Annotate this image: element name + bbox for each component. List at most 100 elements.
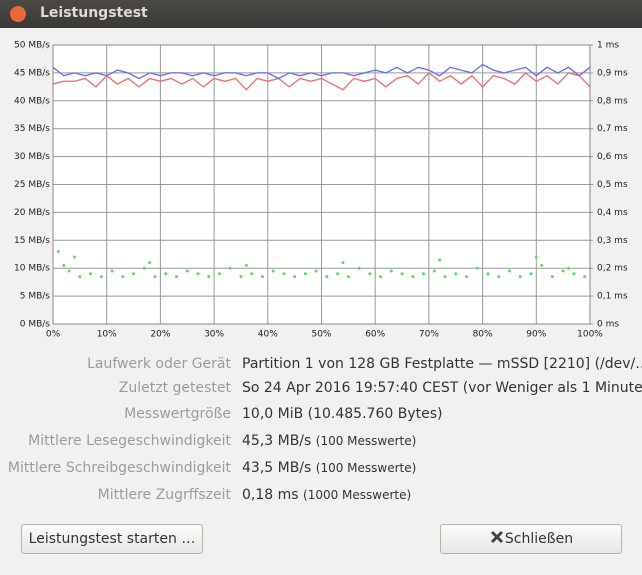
scatter-point [244,263,248,267]
detail-value: Partition 1 von 128 GB Festplatte — mSSD… [242,356,642,372]
chart: 0 MB/s 5 MB/s 10 MB/s 15 MB/s 20 MB/s 25 MB/s… [14,41,628,340]
scatter-point [572,272,576,276]
scatter-point [260,275,264,279]
y2-tick-label: 0,7 ms [597,124,628,134]
detail-label: Mittlere Lesegeschwindigkeit [28,433,231,449]
scatter-point [464,275,468,279]
scatter-point [411,275,415,279]
y-tick-label: 20 MB/s [14,208,50,218]
close-icon [490,530,503,544]
detail-value-group: 43,5 MB/s (100 Messwerte) [242,460,416,476]
scatter-point [567,266,571,270]
y2-tick-label: 0,8 ms [597,96,628,106]
scatter-point [357,266,361,270]
scatter-point [432,269,436,273]
x-tick-label: 90% [526,330,546,340]
detail-row: Zuletzt getestet So 24 Apr 2016 19:57:40 … [0,380,642,402]
y-tick-label: 15 MB/s [14,236,50,246]
close-button[interactable]: Schließen [440,524,622,554]
series-line [52,72,591,91]
y2-tick-label: 1 ms [597,41,619,51]
detail-value: So 24 Apr 2016 19:57:40 CEST (vor Wenige… [242,380,642,396]
y-tick-label: 0 MB/s [20,320,51,330]
y2-tick-label: 0,4 ms [597,208,628,218]
detail-label: Messwertgröße [124,406,231,422]
detail-value: 10,0 MiB (10.485.760 Bytes) [242,406,443,422]
detail-note: (1000 Messwerte) [303,488,412,502]
scatter-point [325,275,329,279]
close-window[interactable] [10,6,26,22]
scatter-point [217,272,221,276]
scatter-point [185,269,189,273]
detail-value-group: 45,3 MB/s (100 Messwerte) [242,433,416,449]
series-line [52,63,591,80]
scatter-point [540,263,544,267]
scatter-point [239,275,243,279]
x-tick-label: 20% [150,330,170,340]
scatter-point [132,272,136,276]
detail-row: Laufwerk oder Gerät Partition 1 von 128 G… [0,356,642,378]
y2-tick-label: 0 ms [597,320,619,330]
scatter-point [175,275,179,279]
scatter-point [336,272,340,276]
scatter-point [422,272,426,276]
scatter-point [164,272,168,276]
close-label: Schließen [504,531,574,547]
scatter-point [507,269,511,273]
scatter-point [341,261,345,265]
y-tick-label: 5 MB/s [20,292,51,302]
x-tick-label: 50% [311,330,331,340]
y2-tick-label: 0,2 ms [597,264,628,274]
title-bar: Leistungstest [0,0,642,28]
scatter-point [207,275,211,279]
x-tick-label: 30% [204,330,224,340]
detail-label: Zuletzt getestet [118,380,231,396]
y-tick-label: 25 MB/s [14,180,50,190]
scatter-point [196,272,200,276]
y-tick-label: 35 MB/s [14,124,50,134]
scatter-point [583,275,587,279]
y2-tick-label: 0,3 ms [597,236,628,246]
scatter-point [293,275,297,279]
detail-value: 45,3 MB/s [242,433,312,449]
y-tick-label: 10 MB/s [14,264,50,274]
scatter-point [550,275,554,279]
scatter-point [271,269,275,273]
y-tick-label: 50 MB/s [14,41,50,51]
scatter-point [62,263,66,267]
detail-row: Mittlere Lesegeschwindigkeit 45,3 MB/s (1… [0,433,642,455]
scatter-point [89,272,93,276]
start-button[interactable]: Leistungstest starten … [21,524,203,554]
scatter-point [72,255,76,259]
scatter-point [153,275,157,279]
scatter-point [314,269,318,273]
detail-label: Mittlere Schreibgeschwindigkeit [7,460,231,476]
x-tick-label: 40% [258,330,278,340]
scatter-point [250,272,254,276]
scatter-point [443,275,447,279]
x-tick-label: 60% [365,330,385,340]
detail-label: Laufwerk oder Gerät [87,356,231,372]
scatter-point [346,275,350,279]
scatter-point [475,266,479,270]
y-tick-label: 30 MB/s [14,152,50,162]
scatter-point [78,275,82,279]
scatter-point [534,255,538,259]
detail-row: Mittlere Zugrffszeit 0,18 ms (1000 Messwe… [0,487,642,509]
detail-value: 43,5 MB/s [242,460,312,476]
detail-value-group: 0,18 ms (1000 Messwerte) [242,487,411,503]
window-title: Leistungstest [40,5,148,21]
scatter-point [438,258,442,262]
detail-value: 0,18 ms [242,487,299,503]
scatter-point [228,266,232,270]
scatter-point [303,272,307,276]
x-tick-label: 70% [419,330,439,340]
scatter-point [561,269,565,273]
scatter-point [110,269,114,273]
scatter-point [497,275,501,279]
y-tick-label: 45 MB/s [14,68,50,78]
y2-tick-label: 0,6 ms [597,152,628,162]
y2-tick-label: 0,5 ms [597,180,628,190]
scatter-point [282,272,286,276]
